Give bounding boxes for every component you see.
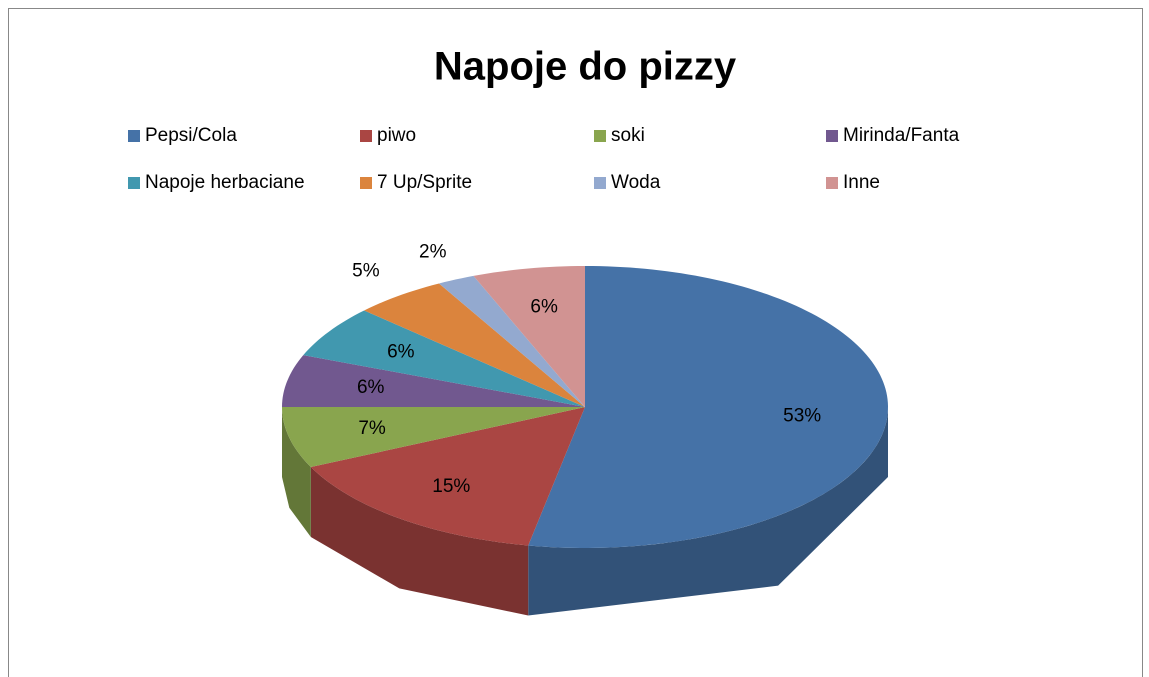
slice [439,275,585,407]
chart-frame [8,8,1143,677]
data-label: 6% [530,296,558,317]
slice-side [310,467,529,616]
legend-label: 7 Up/Sprite [377,172,472,193]
legend-swatch [360,177,372,189]
slice-side [282,407,311,538]
legend-swatch [360,130,372,142]
slice [282,407,585,468]
data-label: 53% [783,406,821,427]
legend-label: soki [611,125,645,146]
slice [473,266,585,407]
legend-swatch [594,130,606,142]
legend-swatch [128,130,140,142]
legend-label: Woda [611,172,661,193]
legend-swatch [594,177,606,189]
data-label: 6% [357,377,385,398]
data-label: 7% [358,418,386,439]
data-label: 5% [352,261,380,282]
legend-label: piwo [377,125,416,146]
slice-side [528,407,888,616]
legend-swatch [128,177,140,189]
legend-label: Pepsi/Cola [145,125,237,146]
slice [282,355,585,407]
slice [310,407,585,546]
data-label: 6% [387,342,415,363]
slice [303,310,585,407]
chart-title: Napoje do pizzy [434,45,737,89]
legend-label: Mirinda/Fanta [843,125,960,146]
legend-swatch [826,130,838,142]
data-label: 15% [432,476,470,497]
legend-swatch [826,177,838,189]
slice [528,266,888,548]
slice [364,283,585,407]
data-label: 2% [419,241,447,262]
legend-label: Inne [843,172,880,193]
legend-label: Napoje herbaciane [145,172,305,193]
